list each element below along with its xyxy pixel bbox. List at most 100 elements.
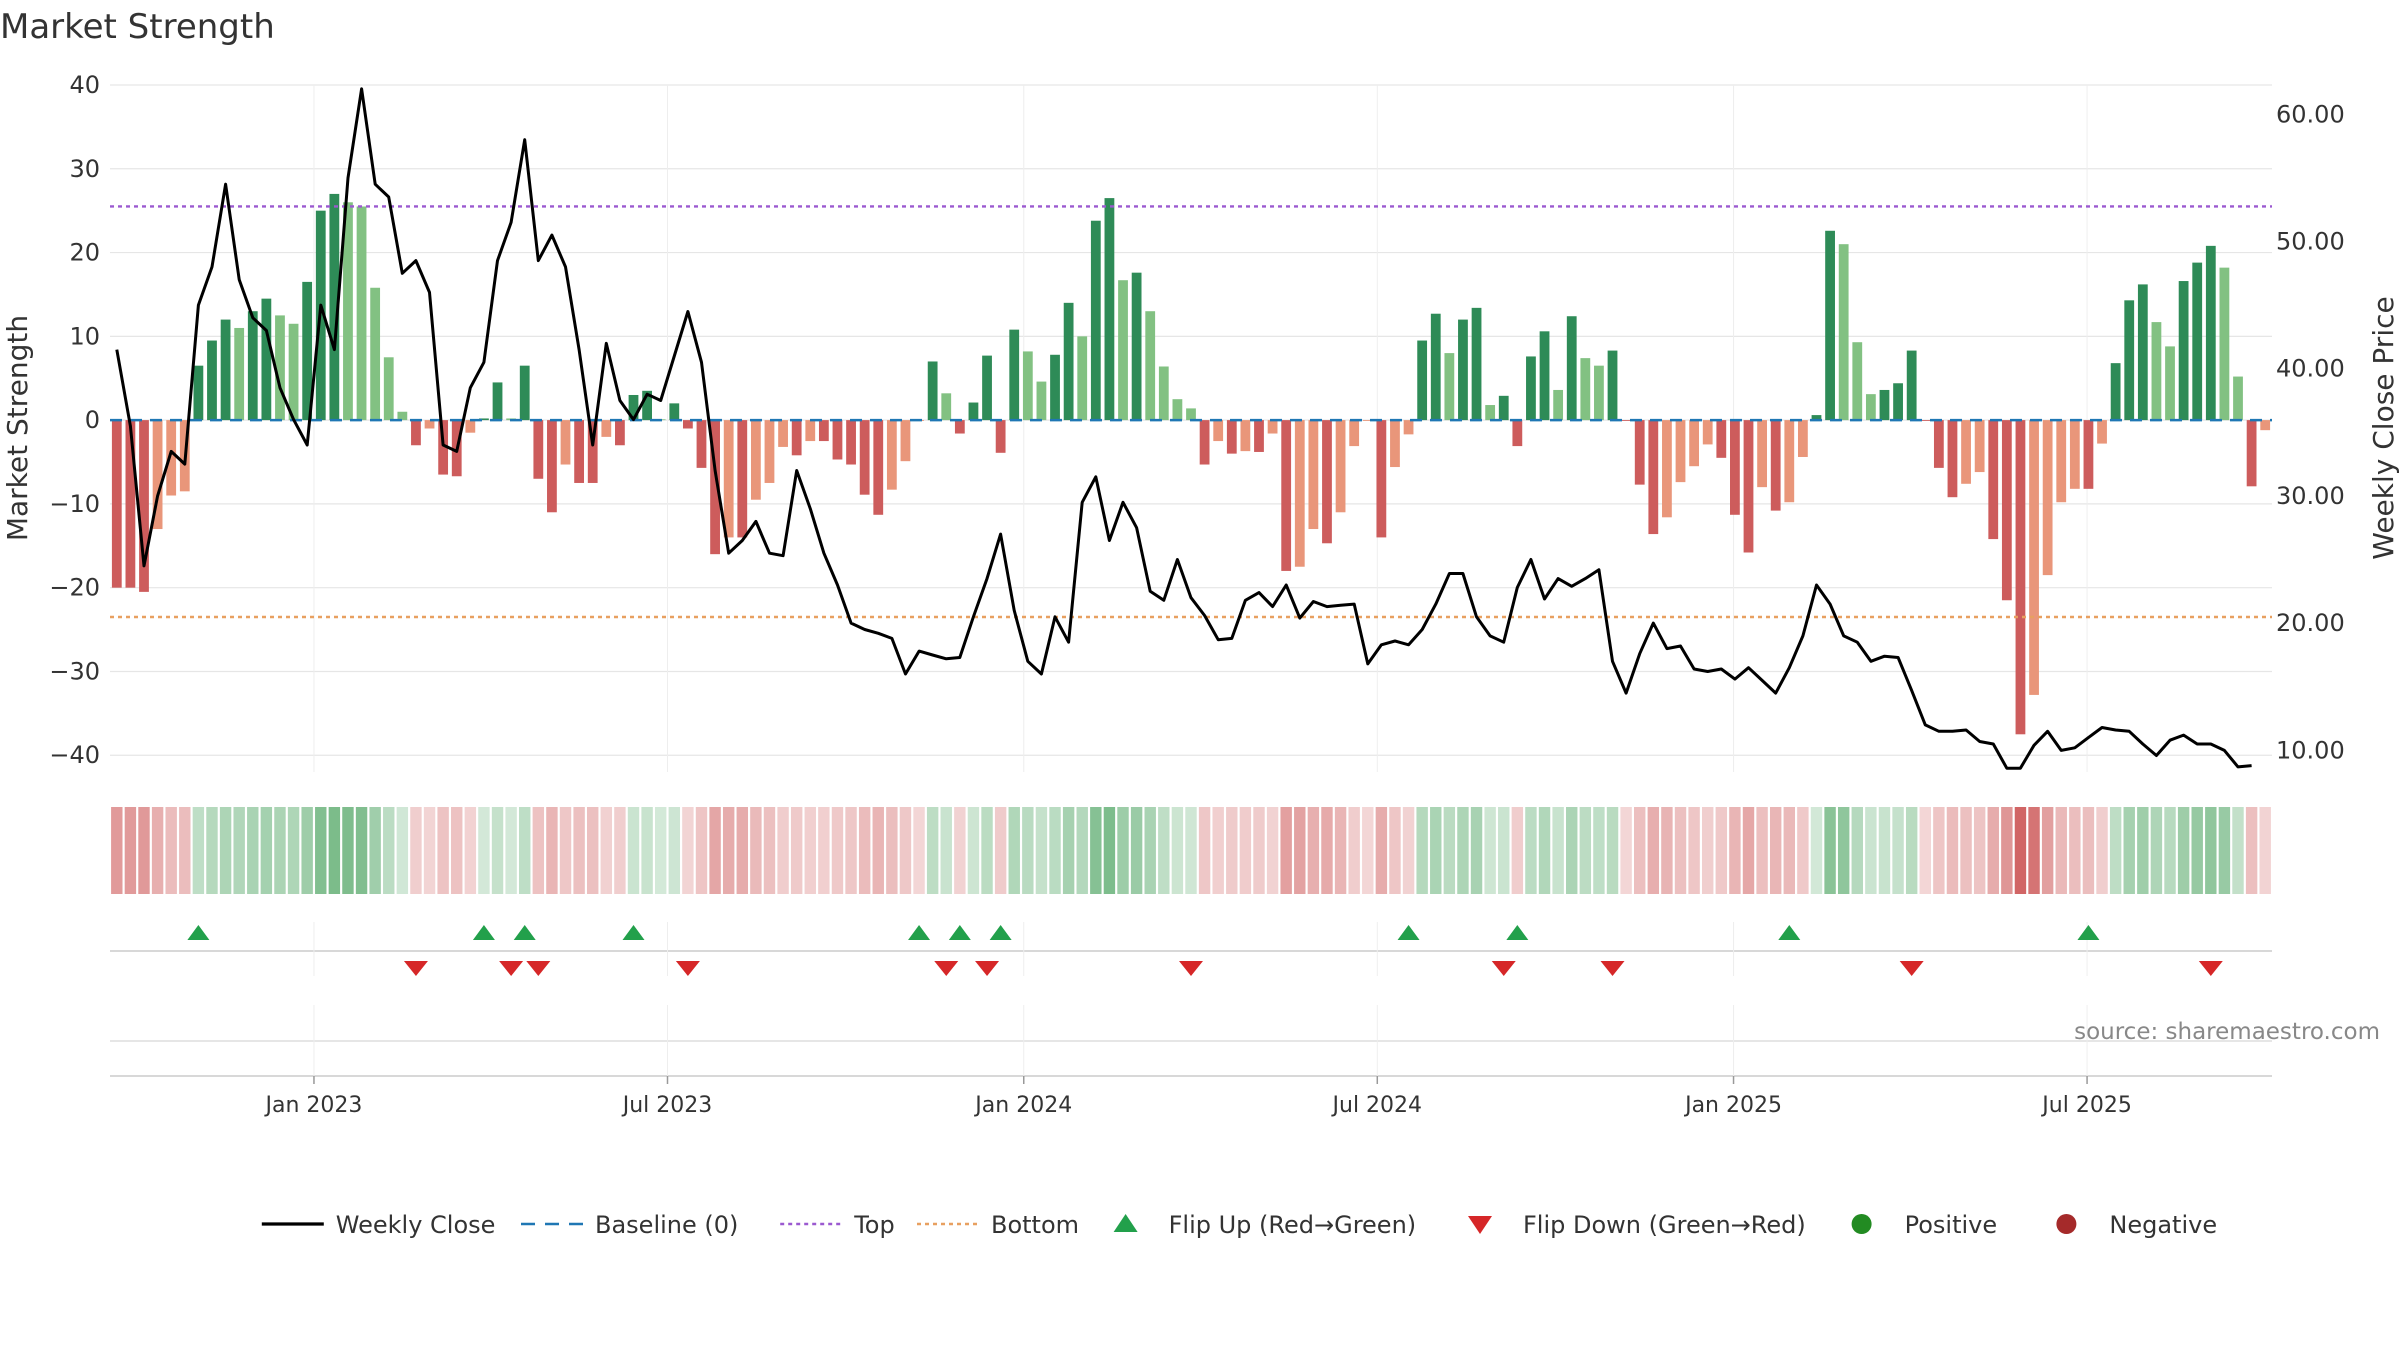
left-tick-label: −20 (49, 574, 100, 602)
heat-cell (1837, 807, 1850, 894)
heat-cell (1022, 807, 1034, 894)
strength-bar (2219, 267, 2230, 421)
heat-cell (1430, 807, 1442, 894)
heat-cell (301, 807, 313, 894)
heat-cell (2096, 807, 2108, 894)
strength-bar (2260, 420, 2271, 431)
strength-bar (1743, 420, 1754, 553)
heat-cell (1715, 807, 1728, 894)
legend-label: Baseline (0) (595, 1211, 738, 1239)
heat-cell (886, 807, 898, 894)
strength-bar (954, 420, 965, 434)
right-tick-label: 50.00 (2276, 227, 2345, 255)
heat-cell (2245, 807, 2258, 894)
strength-bar (886, 420, 897, 490)
heat-cell (1076, 807, 1088, 894)
strength-bar (1634, 420, 1645, 485)
heat-cell (1783, 807, 1796, 894)
heat-cell (1878, 807, 1891, 894)
heat-cell (1634, 807, 1646, 894)
strength-bar (1811, 415, 1822, 421)
strength-bar (2192, 262, 2203, 421)
heat-cell (790, 807, 803, 894)
heat-cell (1484, 807, 1496, 894)
heat-cell (396, 807, 409, 894)
legend: Weekly Close Baseline (0) Top Bottom Flip Up… (261, 1211, 2217, 1239)
legend-label: Top (853, 1211, 895, 1239)
heat-cell (1158, 807, 1170, 894)
strength-bar (411, 420, 421, 446)
strength-bar (737, 420, 748, 538)
strength-bar (438, 420, 449, 475)
strength-bar (1063, 302, 1074, 421)
heat-cell (1973, 807, 1986, 894)
heat-cell (165, 807, 177, 894)
heat-cell (1892, 807, 1904, 894)
legend-symbol-circle (1851, 1214, 1872, 1234)
heat-cell (206, 807, 218, 894)
heat-cell (1756, 807, 1768, 894)
strength-bar (1335, 420, 1346, 513)
strength-bar (111, 420, 122, 588)
heat-cell (763, 807, 776, 894)
strength-bar (2205, 245, 2216, 421)
heat-cell (369, 807, 381, 894)
strength-bar (995, 420, 1006, 453)
heat-cell (1185, 807, 1197, 894)
strength-bar (1090, 220, 1101, 421)
heat-cell (1443, 807, 1456, 894)
strength-bar (1784, 420, 1795, 503)
heat-cell (1946, 807, 1959, 894)
strength-bar (1308, 420, 1319, 530)
heat-cell (219, 807, 232, 894)
strength-bar (1539, 331, 1550, 421)
strength-bar (574, 420, 585, 483)
strength-bar (343, 202, 353, 421)
strength-bar (1716, 420, 1727, 458)
legend-symbol-triangle-up (1113, 1214, 1138, 1232)
strength-bar (1852, 342, 1863, 421)
strength-bar (519, 365, 530, 421)
heat-cell (1810, 807, 1823, 894)
heat-cell (573, 807, 585, 894)
legend-label: Weekly Close (336, 1211, 496, 1239)
strength-bar (492, 382, 503, 421)
heat-cell (2082, 807, 2095, 894)
strength-bar (1158, 366, 1169, 421)
heat-cell (1144, 807, 1156, 894)
heat-cell (695, 807, 708, 894)
x-tick-label: Jan 2024 (973, 1093, 1072, 1118)
flip-down-marker (1179, 961, 1203, 976)
left-tick-label: 20 (69, 239, 100, 267)
strength-bar (1512, 420, 1523, 447)
strength-bar (1770, 420, 1781, 511)
strength-bar (2042, 420, 2053, 576)
heat-cell (437, 807, 449, 894)
heat-cell (1389, 807, 1401, 894)
heat-cell (233, 807, 245, 894)
strength-bar (1430, 313, 1441, 421)
strength-bar (383, 357, 394, 421)
heat-cell (451, 807, 463, 894)
strength-bar (1390, 420, 1400, 468)
heat-cell (1198, 807, 1211, 894)
strength-bar (2056, 420, 2067, 503)
right-axis-label: Weekly Close Price (2367, 296, 2400, 559)
strength-bar (2151, 322, 2162, 421)
strength-bar (1050, 354, 1060, 421)
heat-cell (1362, 807, 1374, 894)
heat-cell (1579, 807, 1592, 894)
strength-bar (818, 420, 829, 442)
heat-cell (2218, 807, 2231, 894)
strength-bar (166, 420, 177, 496)
source-note: source: sharemaestro.com (2074, 1019, 2380, 1045)
strength-bar (805, 420, 816, 442)
strength-bar (859, 420, 870, 495)
heat-cell (260, 807, 273, 894)
strength-bar (696, 420, 707, 468)
strength-bar (1838, 244, 1849, 421)
heat-cell (1416, 807, 1428, 894)
heat-cell (1348, 807, 1360, 894)
flip-down-marker (1899, 961, 1924, 976)
heat-cell (355, 807, 368, 894)
